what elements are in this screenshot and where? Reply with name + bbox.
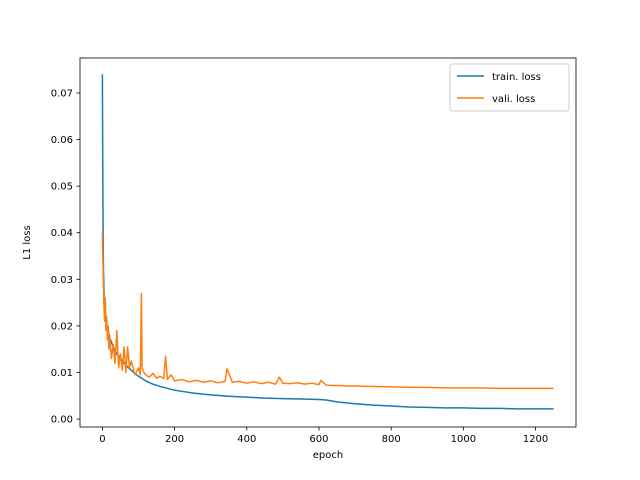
axes-frame [79, 57, 577, 428]
x-tick-label: 1200 [523, 434, 548, 445]
y-tick-label: 0.04 [51, 228, 73, 239]
x-tick-label: 200 [165, 434, 184, 445]
series-line-vali-loss [101, 232, 554, 390]
y-tick-label: 0.02 [51, 321, 73, 332]
y-tick-label: 0.03 [51, 275, 73, 286]
y-tick-label: 0.00 [51, 415, 73, 426]
y-tick-label: 0.07 [51, 88, 73, 99]
y-tick-label: 0.06 [51, 135, 73, 146]
x-tick-label: 400 [237, 434, 256, 445]
ticks-layer: 0 200 400 600 800 1000 1200 0.00 0.01 0.02 0.03 0.0… [51, 88, 549, 445]
x-tick-label: 1000 [451, 434, 476, 445]
x-tick-label: 600 [309, 434, 328, 445]
y-axis-label: L1 loss [22, 225, 33, 259]
legend-label: train. loss [492, 72, 541, 83]
y-tick-label: 0.05 [51, 182, 73, 193]
series-layer [101, 74, 554, 410]
x-tick-label: 800 [382, 434, 401, 445]
x-tick-label: 0 [99, 434, 105, 445]
y-tick-label: 0.01 [51, 368, 73, 379]
legend-label: vali. loss [492, 94, 535, 105]
legend: train. loss vali. loss [449, 63, 570, 112]
x-axis-label: epoch [313, 450, 343, 461]
